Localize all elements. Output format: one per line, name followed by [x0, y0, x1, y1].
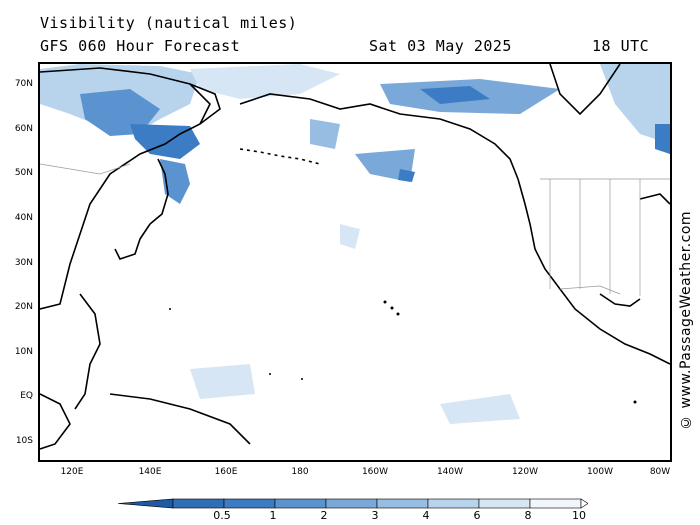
coast-arctic-canada: [549, 64, 621, 116]
lat-label-30n: 30N: [14, 258, 33, 268]
legend-value-label: 10: [572, 509, 586, 522]
border-china: [40, 163, 131, 175]
shade-alaska-core: [420, 86, 490, 104]
lat-label-70n: 70N: [14, 79, 33, 89]
shade-hudson: [655, 124, 670, 154]
shade-canada: [600, 64, 670, 144]
visibility-shading: [40, 64, 670, 424]
lat-label-60n: 60N: [14, 124, 33, 134]
border-us-mexico: [559, 285, 621, 295]
shade-aleutian: [310, 119, 340, 149]
coast-kamchatka: [149, 158, 169, 225]
legend-arrow-high: [580, 498, 588, 509]
lat-label-20n: 20N: [14, 302, 33, 312]
lon-label-80w: 80W: [649, 467, 671, 477]
forecast-model: GFS 060 Hour Forecast: [40, 37, 241, 55]
shade-central-pacific: [340, 224, 360, 249]
coast-new-guinea: [109, 393, 251, 445]
borders: [40, 163, 670, 296]
legend-value-label: 4: [422, 509, 430, 522]
legend-value-label: 6: [473, 509, 481, 522]
coast-great-lakes: [639, 193, 670, 205]
shade-bering-light: [190, 64, 340, 99]
legend-value-label: 0.5: [213, 509, 231, 522]
legend-swatch: [172, 498, 225, 509]
lon-label-160e: 160E: [214, 467, 238, 477]
map-canvas: [40, 64, 670, 450]
coast-alaska: [239, 93, 519, 180]
legend-swatch: [223, 498, 276, 509]
coast-borneo: [40, 393, 71, 450]
coast-north-america-west: [517, 178, 670, 365]
lon-label-140w: 140W: [436, 467, 464, 477]
legend-arrow-low: [118, 498, 174, 509]
legend-colorbar: [118, 498, 588, 509]
shade-tropics: [190, 364, 255, 399]
lon-label-180: 180: [291, 467, 309, 477]
legend-value-label: 8: [524, 509, 532, 522]
legend-swatch: [325, 498, 378, 509]
map-title: Visibility (nautical miles): [40, 14, 298, 32]
legend-swatch: [427, 498, 480, 509]
shade-kurils: [160, 159, 190, 204]
lat-label-10n: 10N: [14, 347, 33, 357]
lon-label-120e: 120E: [60, 467, 84, 477]
legend-swatch: [274, 498, 327, 509]
forecast-time: 18 UTC: [592, 37, 650, 55]
coast-philippines: [74, 293, 101, 410]
lon-label-140e: 140E: [138, 467, 162, 477]
lat-label-40n: 40N: [14, 213, 33, 223]
lat-label-10s: 10S: [15, 436, 33, 446]
us-state-lines: [549, 179, 641, 296]
islands: [169, 300, 637, 404]
shade-gulf-core: [398, 169, 415, 182]
coast-japan: [114, 223, 151, 260]
legend-value-label: 2: [320, 509, 328, 522]
legend-swatch: [376, 498, 429, 509]
legend-value-label: 1: [269, 509, 277, 522]
coast-gulf-mexico: [599, 293, 641, 307]
credit-text: © www.PassageWeather.com: [678, 210, 694, 430]
shade-south-pacific: [440, 394, 520, 424]
legend-swatch: [478, 498, 531, 509]
forecast-date: Sat 03 May 2025: [369, 37, 512, 55]
coast-asia: [40, 67, 221, 310]
legend-value-label: 3: [371, 509, 379, 522]
map-area[interactable]: [38, 62, 672, 462]
coast-chukotka: [189, 83, 211, 125]
shade-siberia: [80, 89, 160, 136]
lat-label-eq: EQ: [20, 391, 33, 401]
legend-swatch: [529, 498, 582, 509]
lat-label-50n: 50N: [14, 168, 33, 178]
lon-label-120w: 120W: [511, 467, 539, 477]
aleutian-chain: [239, 148, 321, 165]
lon-label-160w: 160W: [361, 467, 389, 477]
lon-label-100w: 100W: [586, 467, 614, 477]
